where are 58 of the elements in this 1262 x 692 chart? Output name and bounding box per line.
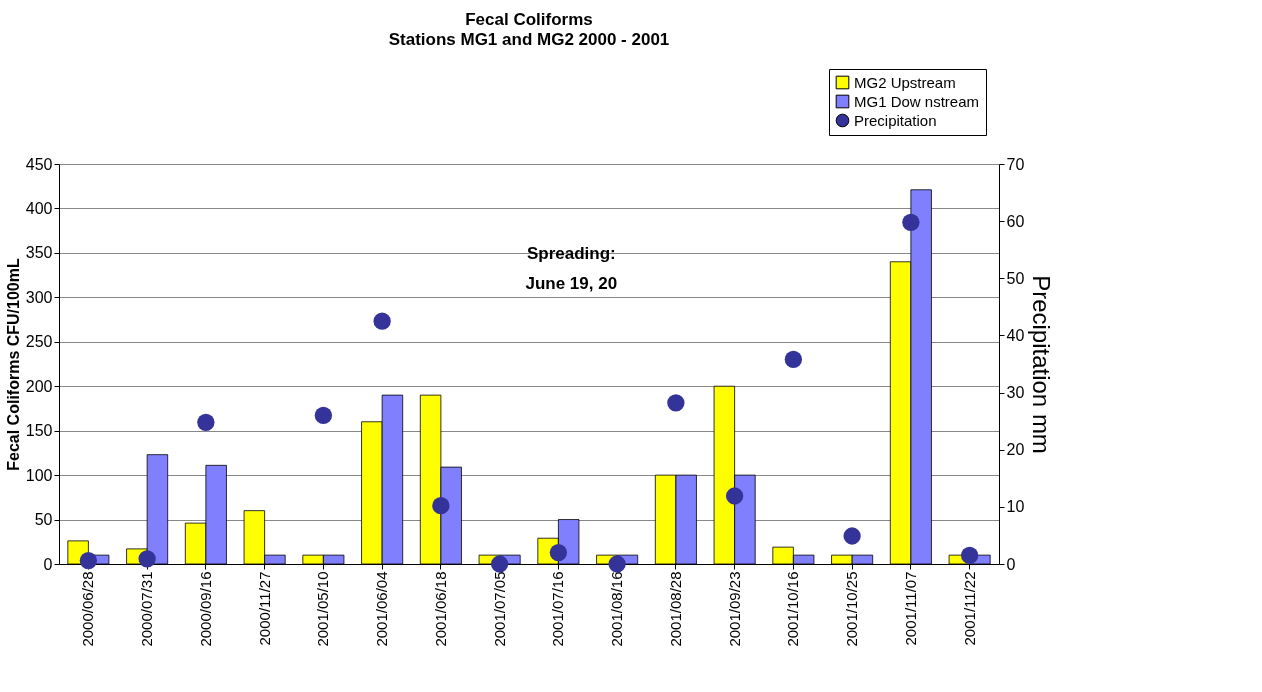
x-tick-label: 2001/05/10 [314,571,332,647]
point [843,527,861,545]
point [902,213,920,231]
y-tick-label: 200 [25,377,53,395]
point [960,546,979,565]
y2-tick-label: 20 [1006,441,1025,459]
legend-label: MG2 Upstream [854,73,956,91]
x-tick-label: 2001/08/28 [666,571,684,647]
point [490,555,509,573]
x-tick-label: 2001/06/04 [373,571,391,647]
x-tick-label: 2001/09/23 [725,571,743,647]
x-tick-label: 2001/11/22 [960,571,978,646]
y2-tick-label: 40 [1006,326,1025,344]
x-tick-label: 2001/08/16 [608,571,626,647]
x-tick-label: 2001/11/07 [901,571,919,646]
x-tick-label: 2001/10/25 [843,571,861,647]
y2-tick-label: 30 [1006,384,1025,402]
x-tick-label: 2001/07/05 [490,571,508,647]
y-tick-label: 50 [34,511,53,529]
x-tick-label: 2000/09/16 [196,571,214,647]
point [725,487,744,505]
annotation: Spreading: [526,244,616,263]
point [549,543,568,562]
y-tick-label: 250 [25,333,53,351]
y2-tick-label: 50 [1006,269,1025,287]
x-tick-label: 2000/06/28 [79,571,97,647]
point [314,406,333,425]
x-tick-label: 2000/11/27 [255,571,273,646]
point [373,312,391,330]
point [79,551,98,570]
y-tick-label: 0 [43,555,53,573]
point [197,413,215,431]
y2-tick-label: 0 [1006,555,1016,573]
annotation: June 19, 20 [525,274,618,293]
y2-axis-title: Precipitation mm [1028,275,1056,454]
x-tick-label: 2001/06/18 [431,571,449,647]
x-tick-label: 2001/07/16 [549,571,567,647]
point [432,497,450,515]
point [784,350,803,369]
chart-title: Fecal Coliforms [465,9,593,29]
legend-label: Precipitation [854,111,937,129]
chart-subtitle: Stations MG1 and MG2 2000 - 2001 [388,29,670,49]
point [667,394,685,412]
point [138,550,156,568]
y-tick-label: 400 [25,199,53,217]
point [608,555,626,573]
y-tick-label: 450 [25,155,53,173]
x-tick-label: 2001/10/16 [784,571,802,647]
y-tick-label: 100 [25,466,53,484]
y-tick-label: 150 [25,422,53,440]
y-tick-label: 350 [25,244,53,262]
y2-tick-label: 60 [1006,212,1025,230]
y2-tick-label: 70 [1006,155,1025,173]
y2-tick-label: 10 [1006,498,1025,516]
x-tick-label: 2000/07/31 [138,571,156,647]
legend-label: MG1 Dow nstream [854,92,980,110]
y-tick-label: 300 [25,288,53,306]
y-axis-title: Fecal Coliforms CFU/100mL [4,258,22,471]
